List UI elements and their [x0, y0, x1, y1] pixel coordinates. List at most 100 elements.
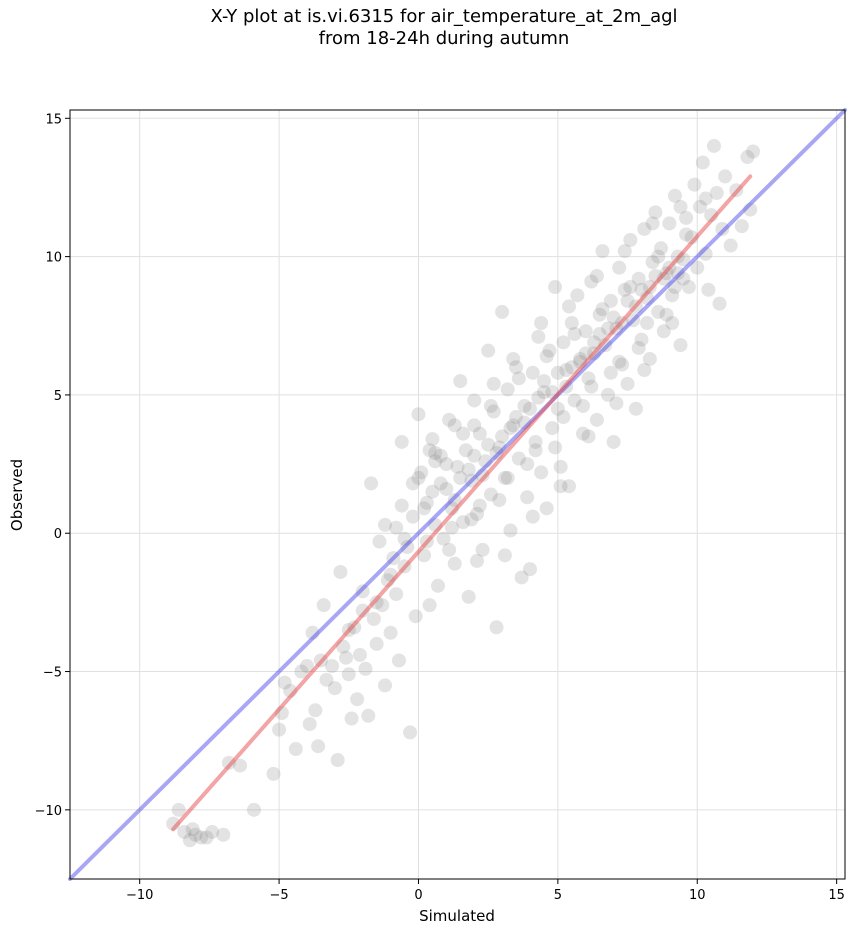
data-point [612, 354, 627, 369]
data-point [467, 393, 482, 408]
data-point [606, 434, 621, 449]
data-point [503, 523, 518, 538]
scatter-points [166, 138, 761, 848]
data-point [500, 382, 515, 397]
data-point [595, 302, 610, 317]
data-point [525, 509, 540, 524]
data-point [531, 390, 546, 405]
data-point [740, 150, 755, 165]
y-tick-label: 15 [45, 112, 62, 127]
data-point [422, 598, 437, 613]
data-point [311, 739, 326, 754]
data-point [405, 509, 420, 524]
data-point [436, 531, 451, 546]
data-point [199, 830, 214, 845]
data-point [581, 429, 596, 444]
data-point [185, 822, 200, 837]
x-axis-label: Simulated [419, 907, 495, 925]
data-point [548, 280, 563, 295]
data-point [712, 296, 727, 311]
data-point [497, 470, 512, 485]
data-point [506, 351, 521, 366]
data-point [500, 470, 515, 485]
data-point [589, 412, 604, 427]
data-point [695, 155, 710, 170]
chart-title-line-1: X-Y plot at is.vi.6315 for air_temperatu… [210, 6, 678, 27]
data-point [419, 495, 434, 510]
data-point [631, 340, 646, 355]
data-point [478, 454, 493, 469]
data-point [439, 481, 454, 496]
data-point [514, 570, 529, 585]
data-point [584, 274, 599, 289]
data-point [631, 271, 646, 286]
data-point [308, 703, 323, 718]
data-point [564, 360, 579, 375]
data-point [302, 717, 317, 732]
data-point [550, 365, 565, 380]
data-point [620, 293, 635, 308]
data-point [617, 244, 632, 259]
data-point [272, 722, 287, 737]
data-point [467, 448, 482, 463]
data-point [687, 177, 702, 192]
data-point [472, 498, 487, 513]
data-point [400, 540, 415, 555]
data-point [617, 282, 632, 297]
data-point [464, 512, 479, 527]
data-point [378, 517, 393, 532]
data-point [556, 335, 571, 350]
data-point [447, 418, 462, 433]
data-point [453, 470, 468, 485]
data-point [458, 443, 473, 458]
data-point [456, 426, 471, 441]
x-tick-label: −5 [269, 888, 288, 903]
data-point [277, 675, 292, 690]
data-point [606, 310, 621, 325]
data-point [403, 725, 418, 740]
data-point [461, 462, 476, 477]
data-point [553, 459, 568, 474]
data-point [492, 440, 507, 455]
data-point [665, 315, 680, 330]
data-point [651, 249, 666, 264]
data-point [673, 199, 688, 214]
data-point [531, 329, 546, 344]
data-point [266, 766, 281, 781]
data-point [430, 578, 445, 593]
data-point [648, 205, 663, 220]
data-point [495, 304, 510, 319]
data-point [361, 708, 376, 723]
data-point [528, 443, 543, 458]
data-point [338, 650, 353, 665]
data-point [670, 266, 685, 281]
data-point [470, 553, 485, 568]
data-point [444, 520, 459, 535]
data-point [486, 404, 501, 419]
data-point [679, 210, 694, 225]
data-point [182, 833, 197, 848]
data-point [536, 385, 551, 400]
data-point [397, 531, 412, 546]
data-point [509, 410, 524, 425]
data-point [391, 653, 406, 668]
data-point [319, 672, 334, 687]
data-point [467, 418, 482, 433]
data-point [601, 387, 616, 402]
data-point [659, 307, 674, 322]
data-point [665, 288, 680, 303]
data-point [645, 255, 660, 270]
data-point [706, 138, 721, 153]
data-point [681, 280, 696, 295]
x-tick-label: 0 [414, 888, 422, 903]
data-point [587, 335, 602, 350]
data-point [548, 440, 563, 455]
data-point [723, 238, 738, 253]
data-point [570, 288, 585, 303]
data-point [589, 268, 604, 283]
data-point [394, 498, 409, 513]
data-point [299, 659, 314, 674]
data-point [327, 681, 342, 696]
data-point [330, 753, 345, 768]
